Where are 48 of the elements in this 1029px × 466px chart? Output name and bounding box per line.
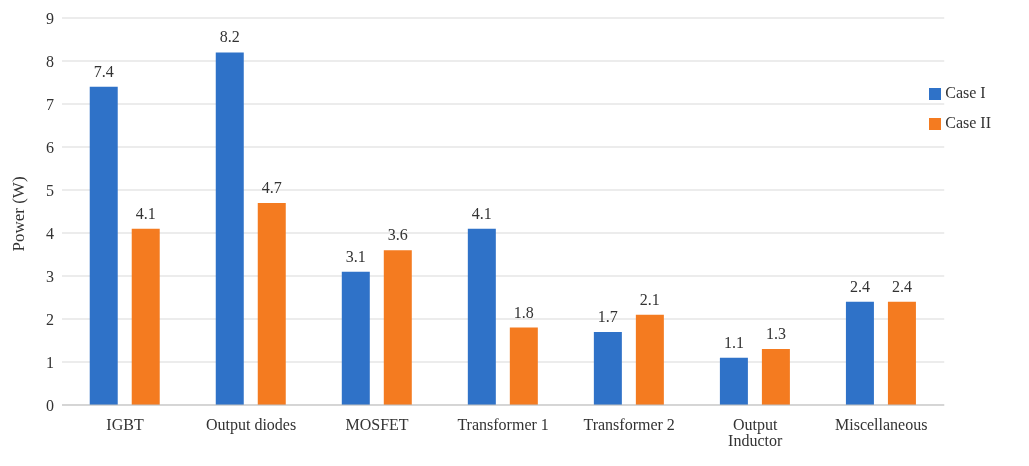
y-tick-label: 5	[46, 181, 54, 199]
data-label: 3.6	[387, 226, 408, 244]
y-tick-label: 3	[46, 267, 54, 285]
y-tick-label: 0	[46, 396, 54, 414]
data-label: 7.4	[93, 62, 114, 80]
bar	[467, 228, 496, 405]
data-label: 2.1	[639, 290, 660, 308]
bar	[593, 331, 622, 405]
data-label: 1.1	[723, 333, 744, 351]
x-tick-label: MOSFET	[345, 416, 409, 434]
data-label: 8.2	[219, 28, 240, 46]
legend-label: Case I	[945, 84, 986, 101]
bar	[383, 250, 412, 405]
data-label: 4.1	[135, 204, 156, 222]
bar	[761, 349, 790, 405]
x-tick-label: Output diodes	[205, 416, 297, 435]
x-tick-label: Transformer 1	[457, 416, 549, 434]
y-tick-label: 4	[46, 224, 54, 242]
x-tick-label: IGBT	[106, 416, 144, 434]
bar	[719, 357, 748, 405]
bar	[341, 271, 370, 405]
x-tick-label: Miscellaneous	[835, 416, 928, 434]
bar	[887, 301, 916, 405]
y-tick-label: 2	[46, 310, 54, 328]
data-label: 1.3	[765, 325, 786, 343]
bar	[509, 327, 538, 405]
y-tick-label: 7	[46, 95, 54, 113]
bar	[215, 52, 244, 405]
y-axis-title: Power (W)	[9, 176, 29, 252]
y-tick-label: 6	[46, 138, 54, 156]
bar	[845, 301, 874, 405]
y-tick-label: 9	[46, 9, 54, 27]
legend-label: Case II	[945, 114, 991, 131]
y-tick-label: 1	[46, 353, 54, 371]
bar	[89, 86, 118, 405]
data-label: 4.1	[471, 204, 492, 222]
data-label: 4.7	[261, 178, 282, 196]
bar	[635, 314, 664, 405]
x-tick-label: Output Inductor	[728, 416, 783, 450]
bar	[131, 228, 160, 405]
x-tick-label: Transformer 2	[583, 416, 675, 434]
data-label: 2.4	[849, 277, 870, 295]
data-label: 1.7	[597, 307, 618, 325]
data-label: 1.8	[513, 303, 534, 321]
data-label: 3.1	[345, 247, 366, 265]
y-tick-label: 8	[46, 52, 54, 70]
data-label: 2.4	[891, 277, 912, 295]
bar	[257, 202, 286, 405]
